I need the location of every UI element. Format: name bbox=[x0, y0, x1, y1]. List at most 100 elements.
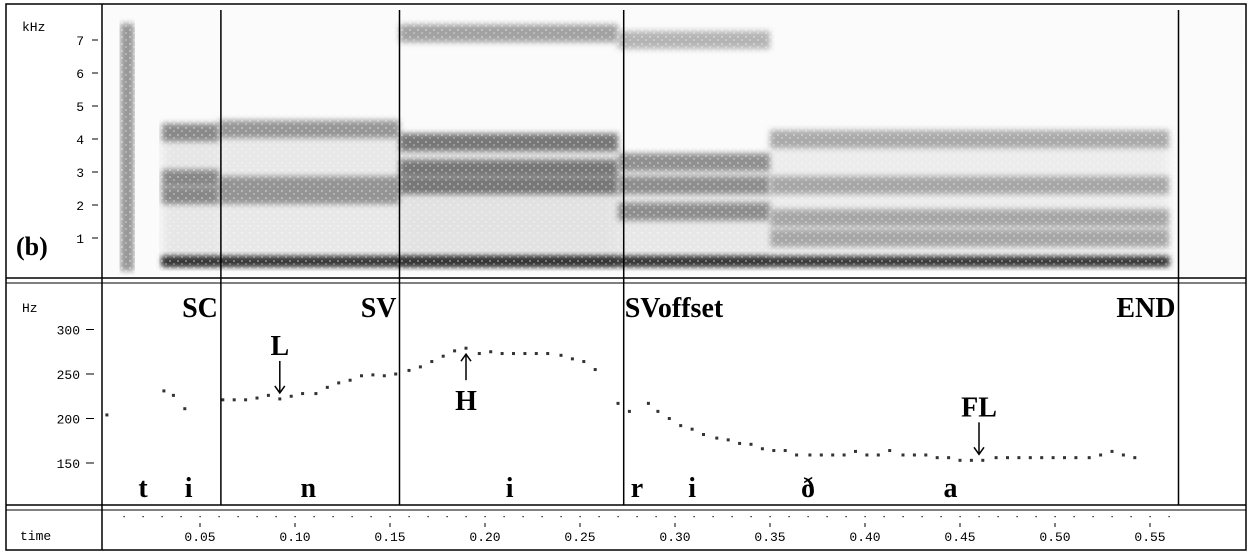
minor-tick bbox=[294, 516, 296, 518]
pitch-point bbox=[1017, 456, 1021, 460]
xtick-label: 0.50 bbox=[1039, 530, 1070, 545]
ytick-label: 300 bbox=[57, 324, 80, 339]
minor-tick bbox=[446, 516, 448, 518]
minor-tick bbox=[655, 516, 657, 518]
segment-label: r bbox=[631, 473, 643, 504]
pitch-point bbox=[221, 398, 225, 402]
pitch-point bbox=[171, 393, 175, 397]
minor-tick bbox=[579, 516, 581, 518]
minor-tick bbox=[199, 516, 201, 518]
arrow-head bbox=[460, 352, 472, 362]
pitch-point bbox=[360, 374, 363, 378]
minor-tick bbox=[921, 516, 923, 518]
pitch-point bbox=[570, 357, 574, 361]
pitch-point bbox=[382, 374, 386, 378]
pitch-point bbox=[441, 354, 445, 358]
boundary-label: SC bbox=[182, 293, 218, 324]
pitch-point bbox=[667, 417, 671, 420]
pitch-point bbox=[760, 447, 764, 451]
pitch-point bbox=[289, 394, 293, 398]
pitch-point bbox=[348, 378, 352, 382]
pitch-point bbox=[278, 397, 282, 401]
minor-tick bbox=[408, 516, 410, 518]
pitch-point bbox=[981, 458, 985, 462]
pitch-point bbox=[627, 409, 631, 413]
xtick-label: 0.20 bbox=[469, 530, 500, 545]
minor-tick bbox=[370, 516, 372, 518]
pitch-point bbox=[679, 424, 683, 428]
pitch-point bbox=[702, 433, 705, 437]
segment-label: a bbox=[944, 473, 958, 504]
pitch-point bbox=[105, 413, 109, 417]
pitch-point bbox=[266, 393, 270, 397]
minor-tick bbox=[1016, 516, 1018, 518]
spectrogram-y-axis: 1 2 3 4 5 6 7 bbox=[76, 34, 98, 247]
pitch-point bbox=[831, 453, 835, 457]
pitch-point bbox=[1133, 456, 1137, 460]
pitch-point bbox=[795, 453, 799, 457]
minor-tick bbox=[1054, 516, 1056, 518]
minor-tick bbox=[1130, 516, 1132, 518]
minor-tick bbox=[237, 516, 239, 518]
minor-tick bbox=[503, 516, 505, 518]
pitch-point bbox=[969, 458, 973, 462]
pitch-point bbox=[876, 453, 880, 457]
pitch-point bbox=[593, 368, 597, 372]
minor-tick bbox=[389, 516, 391, 518]
pitch-point bbox=[1087, 456, 1091, 460]
time-axis: 0.05 0.10 0.15 0.20 0.25 0.30 0.35 0.40 0.45 0.50… bbox=[123, 516, 1170, 545]
pitch-point bbox=[819, 453, 823, 457]
pitch-point bbox=[1006, 456, 1009, 460]
pitch-track bbox=[105, 346, 1137, 462]
xtick-label: 0.40 bbox=[849, 530, 880, 545]
segment-boundaries bbox=[220, 10, 1180, 505]
minor-tick bbox=[845, 516, 847, 518]
pitch-point bbox=[912, 453, 916, 457]
pitch-point bbox=[546, 352, 550, 356]
minor-tick bbox=[1149, 516, 1151, 518]
pitch-point bbox=[394, 372, 398, 376]
minor-tick bbox=[313, 516, 315, 518]
xtick-label: 0.05 bbox=[184, 530, 215, 545]
minor-tick bbox=[351, 516, 353, 518]
pitch-point bbox=[1040, 456, 1044, 460]
minor-tick bbox=[218, 516, 220, 518]
segment-label: i bbox=[185, 473, 193, 504]
pitch-point bbox=[371, 373, 375, 377]
pitch-point bbox=[1121, 453, 1125, 457]
pitch-point bbox=[523, 352, 527, 356]
xtick-label: 0.30 bbox=[659, 530, 690, 545]
minor-tick bbox=[902, 516, 904, 518]
ytick-label: 3 bbox=[76, 166, 84, 181]
pitch-point bbox=[854, 449, 857, 453]
minor-tick bbox=[617, 516, 619, 518]
minor-tick bbox=[731, 516, 733, 518]
pitch-point bbox=[901, 453, 905, 457]
minor-tick bbox=[940, 516, 942, 518]
pitch-point bbox=[453, 349, 457, 353]
boundary-label: END bbox=[1116, 293, 1175, 324]
spectrogram bbox=[104, 6, 1243, 276]
minor-tick bbox=[712, 516, 714, 518]
pitch-point bbox=[715, 436, 719, 440]
arrow-head bbox=[973, 446, 985, 456]
pitch-point bbox=[924, 453, 928, 457]
pitch-point bbox=[842, 453, 846, 457]
pitch-point bbox=[616, 401, 620, 405]
ytick-label: 250 bbox=[57, 368, 80, 383]
pitch-point bbox=[1028, 456, 1032, 460]
pitch-point bbox=[464, 346, 468, 350]
minor-tick bbox=[864, 516, 866, 518]
minor-tick bbox=[1073, 516, 1075, 518]
pitch-point bbox=[489, 350, 493, 354]
pitch-ylabel: Hz bbox=[22, 301, 38, 316]
pitch-point bbox=[512, 352, 515, 356]
pitch-point bbox=[738, 441, 742, 445]
pitch-point bbox=[690, 427, 694, 431]
minor-tick bbox=[1111, 516, 1113, 518]
pitch-point bbox=[656, 409, 660, 413]
minor-tick bbox=[256, 516, 258, 518]
pitch-y-axis: 150 200 250 300 bbox=[57, 324, 94, 472]
minor-tick bbox=[826, 516, 828, 518]
